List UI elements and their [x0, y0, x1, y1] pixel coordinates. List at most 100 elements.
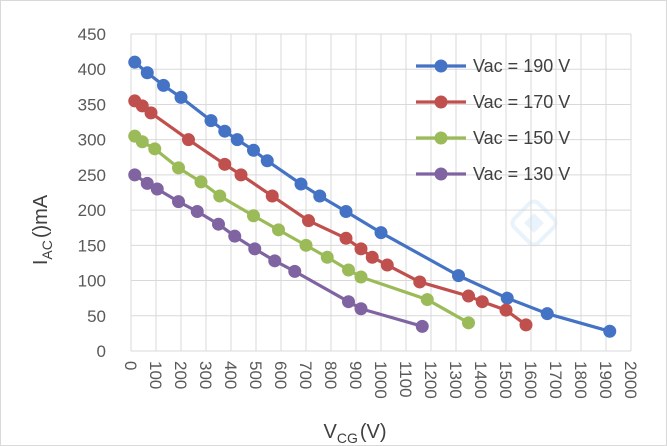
data-point [339, 231, 353, 245]
x-tick-label: 900 [346, 361, 365, 389]
data-point [499, 303, 513, 317]
y-axis-title: IAC ()mA [30, 194, 55, 265]
y-tick-label: 350 [78, 95, 106, 114]
data-point [288, 264, 302, 278]
x-tick-label: 1700 [546, 361, 565, 399]
legend-label: Vac = 190 V [473, 56, 570, 76]
x-tick-label: 1900 [596, 361, 615, 399]
data-point [174, 90, 188, 104]
data-point [247, 143, 260, 157]
x-tick-label: 1400 [471, 361, 490, 399]
data-point [374, 226, 388, 240]
data-point [128, 55, 142, 69]
x-axis-title: VCG (V) [323, 421, 386, 446]
data-point [380, 258, 394, 272]
data-point [339, 205, 353, 219]
data-point [144, 106, 158, 120]
x-tick-label: 700 [296, 361, 315, 389]
data-point [354, 242, 368, 256]
data-point [135, 135, 149, 149]
data-point [247, 209, 260, 223]
data-point [519, 318, 533, 332]
data-point [413, 275, 427, 289]
x-tick-label: 400 [221, 361, 240, 389]
data-point [248, 242, 262, 256]
data-point [234, 168, 248, 182]
y-axis-ticks: 0 50 100 150 200 250 300 350 400 450 [78, 25, 106, 361]
y-axis-title-tail: ()mA [30, 194, 52, 238]
data-point [128, 168, 142, 182]
data-point [218, 157, 232, 171]
data-point [140, 66, 154, 80]
data-point [299, 238, 313, 252]
y-tick-label: 450 [78, 25, 106, 44]
data-point [228, 229, 242, 243]
x-axis-title-tail: (V) [360, 421, 387, 443]
x-tick-label: 1600 [521, 361, 540, 399]
legend-label: Vac = 130 V [473, 164, 570, 184]
data-point [320, 250, 334, 264]
x-tick-label: 1800 [571, 361, 590, 399]
data-point [265, 189, 279, 203]
data-point [540, 307, 554, 321]
data-point [182, 133, 195, 147]
data-point [218, 124, 232, 138]
data-point [342, 263, 355, 277]
data-point [213, 189, 227, 203]
data-point [260, 154, 274, 168]
data-point [212, 217, 225, 231]
data-point [148, 142, 162, 156]
x-tick-label: 1300 [446, 361, 465, 399]
legend-swatch-marker [434, 59, 448, 73]
data-point [230, 133, 244, 147]
x-tick-label: 2000 [621, 361, 640, 399]
x-tick-label: 1500 [496, 361, 515, 399]
data-point [462, 289, 475, 303]
data-point [157, 78, 170, 92]
data-point [294, 177, 308, 191]
x-axis-title-main: V [323, 421, 337, 443]
data-point [462, 316, 475, 330]
legend: Vac = 190 V Vac = 170 V Vac = 150 V Vac = 1… [416, 56, 570, 184]
y-tick-label: 200 [78, 201, 106, 220]
data-point [194, 175, 208, 189]
x-tick-label: 100 [146, 361, 165, 389]
x-tick-label: 800 [321, 361, 340, 389]
data-point [135, 99, 149, 113]
y-tick-label: 300 [78, 131, 106, 150]
data-point [140, 176, 154, 190]
legend-swatch-marker [434, 95, 448, 109]
data-point [415, 319, 429, 333]
x-tick-label: 600 [271, 361, 290, 389]
data-point [313, 189, 327, 203]
x-tick-label: 1200 [421, 361, 440, 399]
data-point [354, 270, 368, 284]
data-point [500, 291, 514, 305]
y-tick-label: 150 [78, 236, 106, 255]
x-tick-label: 300 [196, 361, 215, 389]
legend-label: Vac = 170 V [473, 92, 570, 112]
x-axis-title-sub: CG [337, 430, 358, 446]
legend-swatch-marker [434, 167, 448, 181]
data-point [190, 205, 204, 219]
x-axis-ticks: 0 100 200 300 400 500 600 700 800 900 1000 1100 1200… [121, 361, 640, 399]
y-tick-label: 100 [78, 272, 106, 291]
data-point [354, 302, 368, 316]
data-point [603, 324, 617, 338]
data-point [268, 254, 282, 268]
y-tick-label: 50 [87, 307, 106, 326]
data-point [172, 161, 185, 175]
legend-swatch-marker [434, 131, 448, 145]
x-tick-label: 1000 [371, 361, 390, 399]
data-point [452, 269, 465, 283]
y-axis-title-main: I [30, 260, 52, 266]
x-tick-label: 500 [246, 361, 265, 389]
gridlines [130, 33, 632, 352]
data-point [420, 293, 434, 307]
legend-label: Vac = 150 V [473, 128, 570, 148]
data-point [365, 250, 379, 264]
x-tick-label: 200 [171, 361, 190, 389]
data-point [272, 223, 285, 237]
x-tick-label: 1100 [396, 361, 415, 398]
